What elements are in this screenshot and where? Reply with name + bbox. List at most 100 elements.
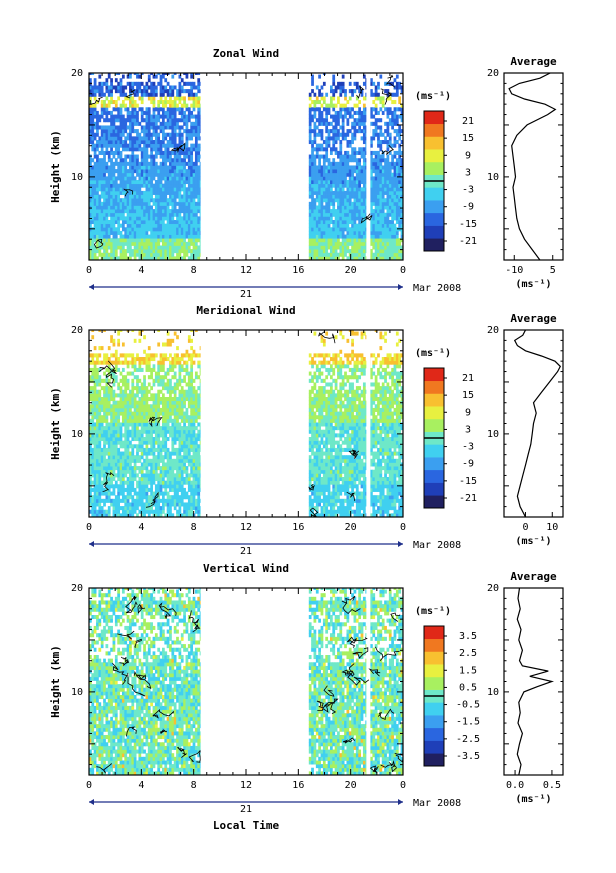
heatmap-cell <box>119 252 123 257</box>
heatmap-cell <box>372 223 376 228</box>
heatmap-cell <box>112 249 116 254</box>
heatmap-cell <box>136 458 139 463</box>
heatmap-cell <box>164 176 168 181</box>
heatmap-cell <box>370 165 373 170</box>
heatmap-cell <box>98 346 102 351</box>
heatmap-cell <box>341 107 345 112</box>
heatmap-cell <box>162 103 165 108</box>
heatmap-cell <box>112 187 116 192</box>
heatmap-cell <box>129 400 132 405</box>
heatmap-cell <box>145 190 149 195</box>
heatmap-cell <box>126 205 130 210</box>
heatmap-cell <box>131 495 135 500</box>
heatmap-cell <box>124 118 128 123</box>
heatmap-cell <box>145 165 149 170</box>
heatmap-cell <box>339 110 343 115</box>
heatmap-cell <box>133 418 137 423</box>
heatmap-cell <box>325 169 329 174</box>
heatmap-cell <box>121 223 125 228</box>
heatmap-cell <box>117 451 121 456</box>
heatmap-cell <box>105 198 109 203</box>
heatmap-cell <box>384 238 387 243</box>
heatmap-cell <box>136 114 139 119</box>
heatmap-cell <box>136 241 139 246</box>
heatmap-cell <box>197 107 201 112</box>
heatmap-cell <box>110 451 113 456</box>
heatmap-cell <box>384 81 387 86</box>
heatmap-cell <box>370 230 373 235</box>
heatmap-cell <box>110 209 113 214</box>
heatmap-cell <box>145 187 149 192</box>
heatmap-cell <box>96 118 99 123</box>
heatmap-cell <box>391 234 394 239</box>
heatmap-cell <box>124 506 128 511</box>
heatmap-cell <box>178 129 182 134</box>
heatmap-cell <box>348 89 352 94</box>
heatmap-cell <box>353 132 357 137</box>
heatmap-cell <box>194 183 198 188</box>
heatmap-cell <box>110 469 113 474</box>
heatmap-cell <box>400 223 404 228</box>
heatmap-cell <box>325 114 329 119</box>
heatmap-cell <box>100 498 104 503</box>
heatmap-cell <box>173 238 177 243</box>
heatmap-cell <box>103 437 106 442</box>
heatmap-cell <box>119 89 123 94</box>
heatmap-cell <box>346 183 350 188</box>
heatmap-cell <box>384 169 387 174</box>
heatmap-cell <box>313 140 317 145</box>
heatmap-cell <box>96 216 99 221</box>
heatmap-cell <box>152 81 156 86</box>
heatmap-cell <box>133 103 137 108</box>
heatmap-cell <box>379 249 383 254</box>
heatmap-cell <box>322 154 326 159</box>
heatmap-cell <box>124 161 128 166</box>
heatmap-cell <box>183 96 186 101</box>
heatmap-cell <box>112 469 116 474</box>
heatmap-cell <box>355 245 359 250</box>
heatmap-cell <box>313 241 317 246</box>
heatmap-cell <box>341 245 345 250</box>
heatmap-cell <box>173 85 177 90</box>
heatmap-cell <box>152 183 156 188</box>
heatmap-cell <box>386 212 390 217</box>
heatmap-cell <box>112 444 116 449</box>
heatmap-cell <box>131 180 135 185</box>
heatmap-cell <box>119 393 123 398</box>
heatmap-cell <box>96 147 99 152</box>
heatmap-cell <box>112 190 116 195</box>
heatmap-cell <box>124 125 128 130</box>
heatmap-cell <box>398 220 402 225</box>
heatmap-cell <box>344 96 347 101</box>
heatmap-cell <box>98 397 102 402</box>
heatmap-cell <box>136 216 139 221</box>
heatmap-cell <box>339 252 343 257</box>
heatmap-cell <box>138 136 142 141</box>
heatmap-cell <box>124 400 128 405</box>
heatmap-cell <box>173 161 177 166</box>
heatmap-cell <box>133 107 137 112</box>
heatmap-cell <box>131 469 135 474</box>
heatmap-cell <box>157 100 161 105</box>
heatmap-cell <box>119 140 123 145</box>
heatmap-cell <box>386 125 390 130</box>
heatmap-cell <box>96 129 99 134</box>
heatmap-cell <box>152 458 156 463</box>
heatmap-cell <box>398 194 402 199</box>
heatmap-cell <box>162 74 165 79</box>
heatmap-cell <box>119 389 123 394</box>
heatmap-cell <box>117 433 121 438</box>
heatmap-cell <box>327 212 331 217</box>
heatmap-cell <box>171 252 175 257</box>
heatmap-cell <box>107 140 111 145</box>
heatmap-cell <box>194 125 198 130</box>
heatmap-cell <box>107 364 111 369</box>
heatmap-cell <box>93 440 97 445</box>
heatmap-cell <box>164 78 168 83</box>
heatmap-cell <box>199 234 201 239</box>
heatmap-cell <box>169 96 172 101</box>
heatmap-cell <box>110 227 113 232</box>
heatmap-cell <box>348 176 352 181</box>
heatmap-cell <box>147 256 151 261</box>
heatmap-cell <box>320 201 324 206</box>
